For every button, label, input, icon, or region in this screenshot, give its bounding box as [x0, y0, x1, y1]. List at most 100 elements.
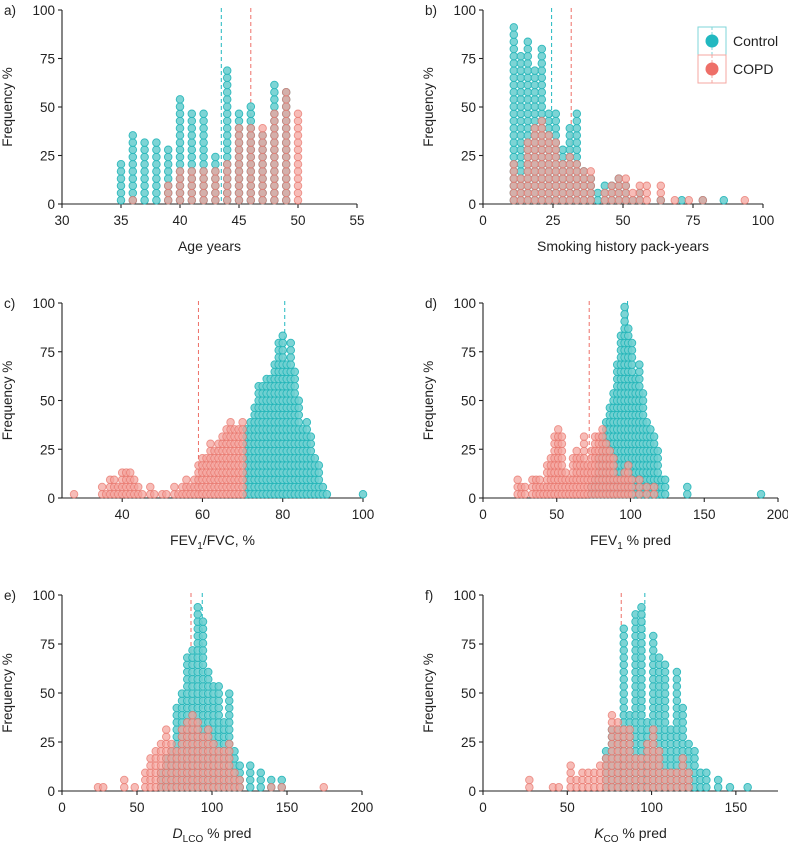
data-dot-control	[509, 80, 519, 90]
data-dot-control	[187, 109, 197, 119]
data-dot-control	[152, 181, 161, 191]
data-dot-control	[175, 145, 185, 155]
data-dot-control	[690, 754, 699, 763]
data-dot-control	[509, 145, 519, 155]
data-dot-control	[175, 102, 185, 111]
x-axis-label: Smoking history pack-years	[537, 238, 709, 254]
data-dot-control	[572, 138, 582, 147]
data-dot-control	[523, 109, 533, 119]
data-dot-control	[523, 102, 533, 111]
data-dot-control	[163, 174, 173, 183]
data-dot-copd	[293, 123, 303, 133]
x-axis-label: KCO % pred	[594, 825, 667, 845]
data-dot-control	[637, 674, 646, 684]
data-dot-copd	[558, 181, 568, 191]
dot-column	[698, 195, 708, 205]
dot-column	[322, 489, 332, 499]
data-dot-copd	[224, 739, 234, 749]
data-dot-copd	[579, 174, 589, 183]
data-dot-control	[649, 439, 659, 449]
data-dot-copd	[187, 188, 197, 198]
data-dot-control	[523, 131, 533, 140]
data-dot-control	[116, 181, 126, 191]
data-dot-copd	[628, 195, 638, 205]
data-dot-copd	[642, 188, 652, 198]
data-dot-control	[509, 23, 519, 32]
x-tick-label: 50	[129, 800, 144, 815]
dot-column	[702, 768, 711, 792]
data-dot-copd	[642, 195, 652, 205]
x-tick-label: 0	[479, 800, 487, 815]
data-dot-copd	[238, 425, 247, 434]
data-dot-copd	[654, 761, 664, 770]
data-dot-control	[620, 302, 629, 312]
x-axis-label: DLCO % pred	[173, 825, 252, 845]
data-dot-control	[128, 188, 138, 198]
y-tick-label: 25	[461, 149, 476, 164]
data-dot-copd	[557, 432, 567, 441]
data-dot-copd	[601, 439, 611, 449]
data-dot-control	[544, 123, 554, 133]
dot-column	[607, 710, 617, 792]
data-dot-copd	[270, 159, 279, 169]
data-dot-control	[649, 631, 658, 641]
data-dot-copd	[670, 195, 680, 205]
data-dot-copd	[627, 489, 637, 499]
data-dot-copd	[558, 188, 568, 198]
data-dot-control	[565, 131, 575, 140]
data-dot-control	[198, 653, 208, 662]
data-dot-copd	[572, 167, 582, 176]
data-dot-control	[551, 116, 561, 126]
data-dot-control	[152, 195, 161, 205]
dot-column	[579, 167, 589, 205]
data-dot-control	[199, 123, 208, 133]
data-dot-copd	[258, 188, 267, 198]
y-tick-label: 75	[40, 637, 55, 652]
data-dot-copd	[537, 145, 547, 155]
data-dot-copd	[624, 461, 633, 470]
legend-marker-control	[705, 34, 719, 48]
data-dot-control	[530, 73, 540, 83]
y-tick-label: 75	[461, 52, 476, 67]
data-dot-control	[653, 453, 663, 463]
data-dot-control	[637, 610, 646, 619]
x-tick-label: 40	[115, 507, 130, 522]
data-dot-copd	[635, 188, 645, 198]
data-dot-control	[175, 95, 185, 104]
data-dot-control	[187, 138, 197, 147]
data-dot-copd	[607, 710, 617, 720]
data-dot-control	[530, 66, 540, 75]
data-dot-copd	[656, 195, 666, 205]
dot-column	[98, 782, 108, 792]
data-dot-copd	[530, 167, 540, 176]
data-dot-control	[523, 37, 533, 47]
data-dot-control	[637, 631, 646, 641]
data-dot-control	[246, 102, 256, 111]
data-dot-copd	[187, 195, 197, 205]
dot-column	[138, 489, 147, 499]
data-dot-control	[523, 66, 533, 75]
data-dot-copd	[199, 188, 208, 198]
data-dot-control	[713, 782, 723, 792]
data-dot-copd	[187, 174, 197, 183]
data-dot-control	[286, 353, 296, 362]
data-dot-copd	[544, 138, 554, 147]
data-dot-control	[649, 646, 658, 655]
data-dot-copd	[509, 195, 519, 205]
data-dot-copd	[530, 159, 540, 169]
data-dot-control	[203, 674, 213, 684]
data-dot-control	[523, 95, 533, 104]
data-dot-control	[516, 116, 526, 126]
data-dot-control	[683, 482, 692, 492]
data-dot-copd	[234, 181, 244, 191]
data-dot-control	[509, 73, 519, 83]
data-dot-copd	[609, 461, 618, 470]
data-dot-control	[286, 345, 296, 355]
dot-column	[128, 131, 138, 205]
data-dot-control	[593, 188, 603, 198]
data-dot-control	[152, 152, 161, 162]
data-dot-control	[516, 109, 526, 119]
data-dot-copd	[558, 159, 568, 169]
data-dot-copd	[281, 195, 291, 205]
data-dot-control	[725, 782, 735, 792]
